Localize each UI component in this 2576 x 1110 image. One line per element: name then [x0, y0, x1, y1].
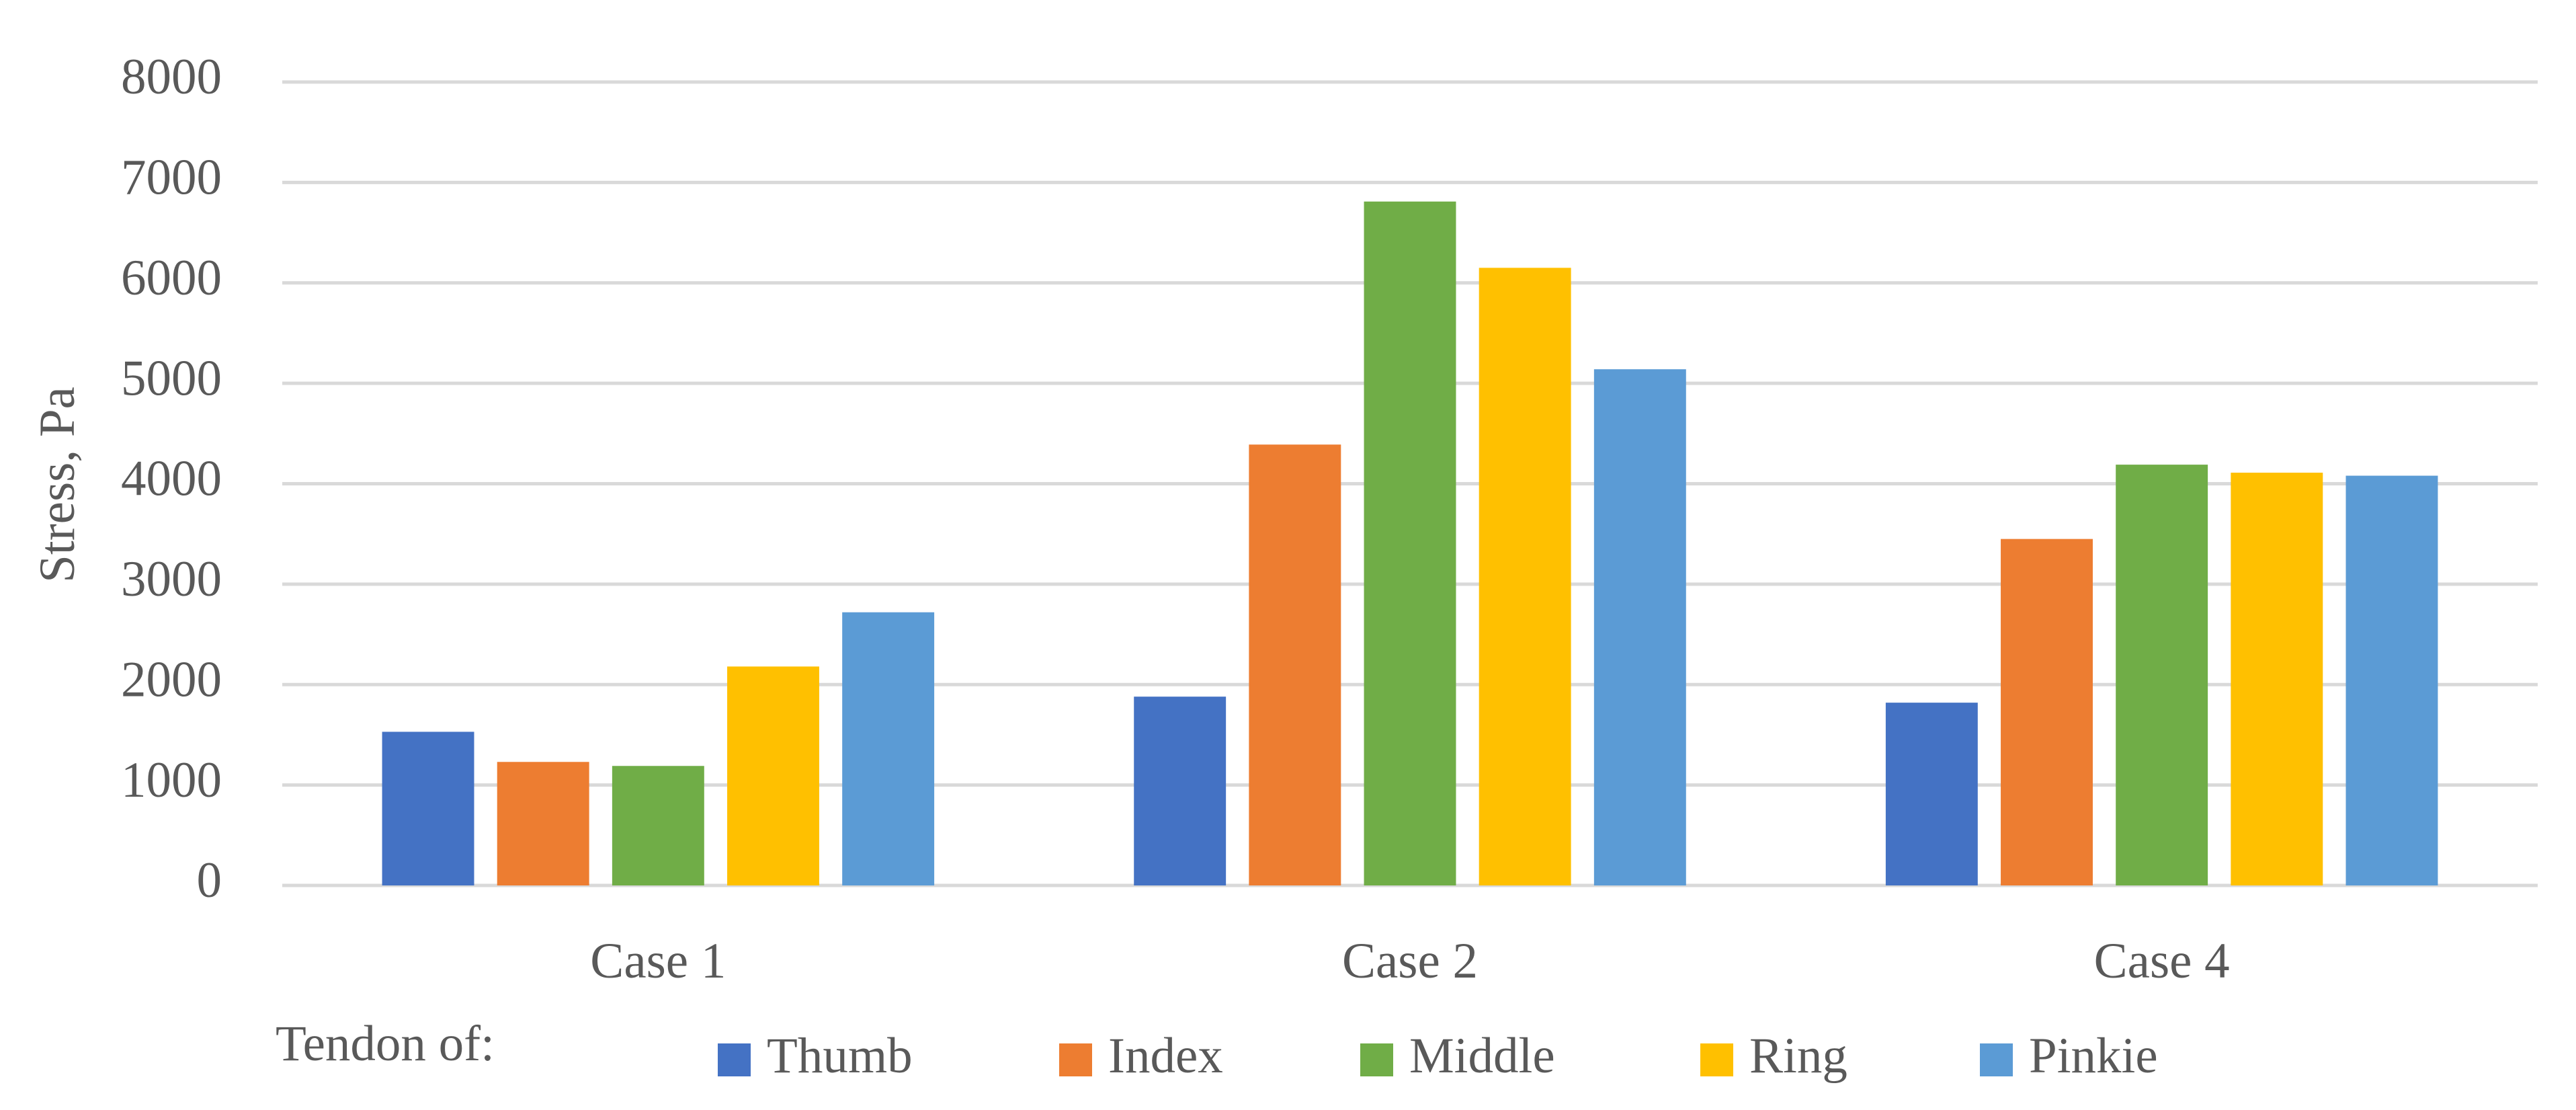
legend-swatch	[718, 1043, 751, 1076]
legend-swatch	[1360, 1043, 1393, 1076]
bar	[382, 731, 474, 885]
y-tick-label: 5000	[121, 350, 222, 406]
y-tick-label: 3000	[121, 551, 222, 607]
y-tick-label: 1000	[121, 752, 222, 808]
bar	[1249, 444, 1341, 885]
bar	[612, 766, 704, 885]
y-tick-label: 8000	[121, 49, 222, 105]
legend-title: Tendon of:	[276, 1016, 495, 1072]
legend-swatch	[1980, 1043, 2013, 1076]
x-tick-label: Case 1	[590, 933, 726, 989]
bar	[2001, 539, 2093, 885]
bar	[842, 612, 935, 885]
x-tick-label: Case 2	[1342, 933, 1478, 989]
bar	[1479, 268, 1571, 885]
legend-label: Pinkie	[2029, 1028, 2158, 1084]
bar	[1364, 201, 1456, 886]
bar	[497, 762, 589, 885]
legend-label: Index	[1108, 1028, 1223, 1084]
bar	[1134, 697, 1227, 885]
bar	[2345, 475, 2438, 885]
bar	[1593, 369, 1686, 885]
legend-swatch	[1700, 1043, 1733, 1076]
bar	[2116, 465, 2208, 885]
legend-swatch	[1059, 1043, 1092, 1076]
y-tick-label: 0	[197, 853, 222, 908]
legend-label: Ring	[1749, 1028, 1847, 1084]
y-tick-label: 4000	[121, 451, 222, 507]
bar	[1885, 703, 1978, 885]
y-tick-label: 7000	[121, 150, 222, 206]
bar	[727, 666, 819, 885]
y-tick-label: 6000	[121, 250, 222, 306]
y-axis-label: Stress, Pa	[30, 387, 85, 583]
x-tick-label: Case 4	[2094, 933, 2230, 989]
bar	[2231, 473, 2323, 885]
legend-label: Thumb	[767, 1028, 913, 1084]
legend-label: Middle	[1409, 1028, 1555, 1084]
y-tick-label: 2000	[121, 651, 222, 707]
